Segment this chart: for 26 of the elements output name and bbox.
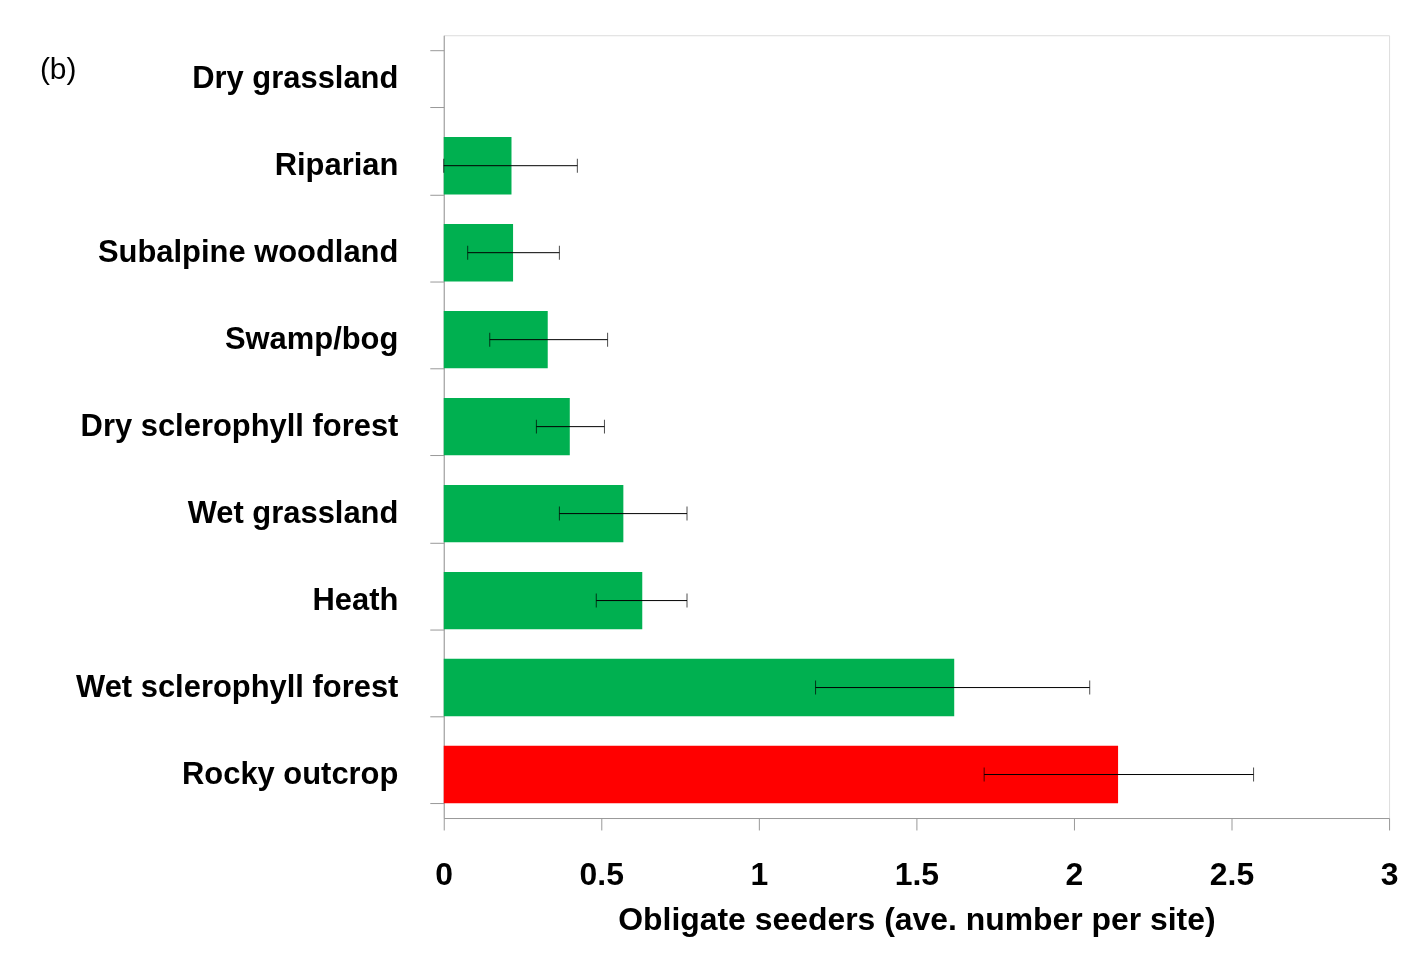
- bar: [443, 137, 512, 195]
- x-axis-title: Obligate seeders (ave. number per site): [618, 901, 1216, 938]
- x-tick-label: 1: [750, 856, 769, 893]
- x-tick-label: 0.5: [579, 856, 624, 893]
- bar: [443, 658, 955, 717]
- bar: [443, 745, 1119, 804]
- bar: [443, 310, 548, 369]
- bar: [443, 484, 624, 543]
- y-tick-label: Heath: [312, 582, 399, 618]
- y-tick-label: Subalpine woodland: [97, 234, 399, 270]
- y-tick-label: Dry grassland: [192, 60, 399, 96]
- y-tick-label: Riparian: [274, 147, 399, 183]
- bar: [443, 397, 570, 456]
- y-tick-label: Wet grassland: [187, 495, 399, 531]
- y-tick-label: Dry sclerophyll forest: [80, 408, 399, 444]
- x-tick-label: 2.5: [1209, 856, 1255, 893]
- x-tick-label: 3: [1380, 856, 1399, 893]
- bar: [443, 223, 514, 282]
- x-tick-label: 2: [1065, 856, 1084, 893]
- x-tick-label: 1.5: [894, 856, 940, 893]
- y-tick-label: Swamp/bog: [224, 321, 399, 357]
- bar: [443, 571, 643, 630]
- y-tick-label: Rocky outcrop: [182, 756, 399, 791]
- y-tick-label: Wet sclerophyll forest: [76, 669, 399, 705]
- text: (b): [39, 52, 77, 86]
- x-tick-label: 0: [435, 856, 454, 893]
